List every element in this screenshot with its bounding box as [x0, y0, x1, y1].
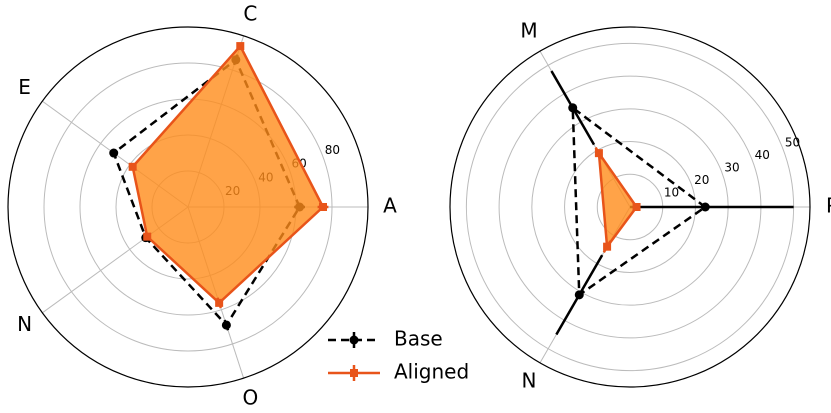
legend-marker — [350, 369, 358, 377]
marker — [128, 162, 137, 171]
r-tick-label: 30 — [724, 160, 739, 174]
r-tick-label: 20 — [694, 173, 709, 187]
marker — [215, 298, 224, 307]
series-line — [597, 148, 639, 251]
category-label: P — [826, 194, 831, 218]
marker — [632, 203, 641, 211]
marker — [594, 149, 603, 158]
series-line — [571, 105, 708, 298]
r-tick-label: 40 — [755, 148, 770, 162]
category-label: N — [17, 312, 32, 336]
marker — [603, 242, 612, 251]
category-label: M — [520, 19, 537, 43]
legend-label: Base — [394, 327, 443, 351]
r-tick-label: 10 — [664, 185, 679, 199]
marker — [700, 202, 710, 212]
marker — [236, 42, 245, 51]
marker — [568, 103, 578, 113]
marker — [143, 232, 152, 241]
category-label: E — [18, 75, 31, 99]
legend-label: Aligned — [394, 360, 469, 384]
marker — [574, 290, 584, 300]
marker — [221, 320, 231, 330]
category-label: A — [383, 194, 397, 218]
frame — [7, 26, 369, 388]
r-tick-label: 80 — [325, 143, 340, 157]
frame — [449, 26, 811, 388]
marker — [109, 148, 119, 158]
category-label: O — [243, 386, 259, 410]
category-label: C — [243, 1, 257, 25]
marker — [319, 203, 327, 211]
legend-marker — [349, 335, 359, 345]
series-line — [131, 43, 325, 305]
category-label: N — [522, 368, 537, 392]
